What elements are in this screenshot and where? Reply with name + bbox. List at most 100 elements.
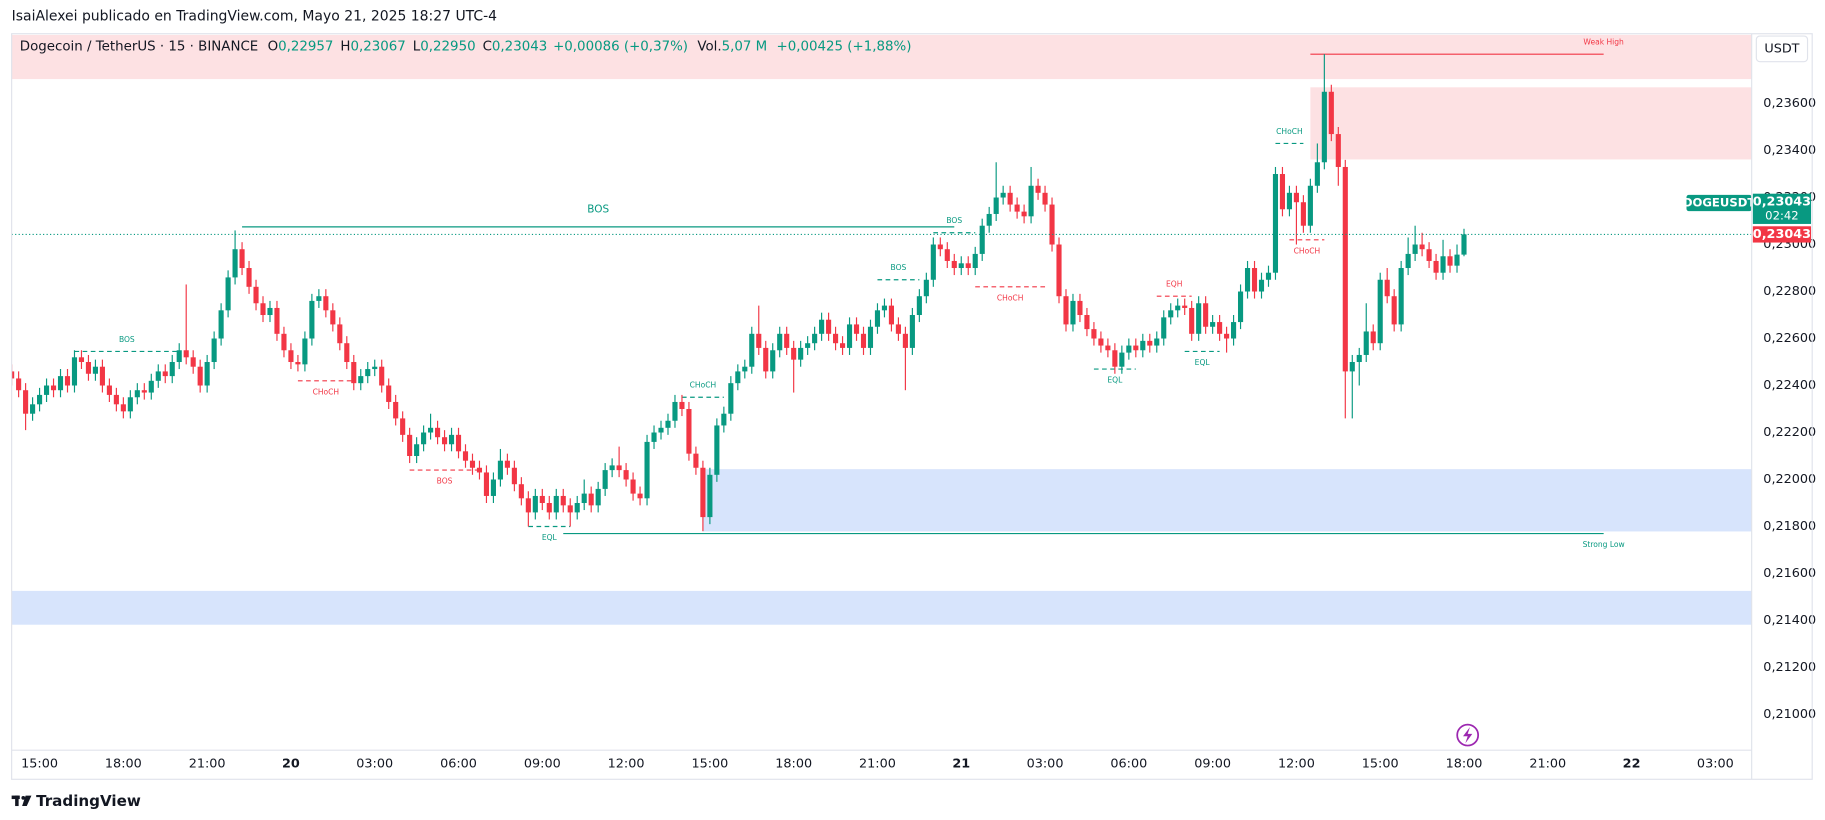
candle-body <box>637 493 643 499</box>
candle-body <box>874 310 881 327</box>
candle-body <box>1440 256 1446 273</box>
candle-body <box>1433 260 1439 273</box>
candle-body <box>1147 340 1153 346</box>
x-tick-label: 20 <box>282 757 300 772</box>
structure-label: Strong Low <box>1583 540 1625 549</box>
candle-body <box>386 385 392 402</box>
candle-body <box>379 366 385 386</box>
structure-label: BOS <box>119 335 135 344</box>
candle-body <box>274 307 280 334</box>
candle-body <box>902 333 908 348</box>
candle-body <box>679 401 685 410</box>
candle-body <box>1049 204 1055 245</box>
candle-body <box>1412 244 1418 254</box>
candle-body <box>756 333 762 348</box>
candle-body <box>64 376 71 386</box>
ohlc-key: L <box>413 40 421 55</box>
candle-body <box>344 343 350 363</box>
y-tick-label: 0,22200 <box>1763 425 1816 440</box>
candle-body <box>218 310 224 339</box>
candle-body <box>1056 244 1062 297</box>
candle-body <box>798 347 804 360</box>
y-tick-label: 0,22600 <box>1763 331 1816 346</box>
candle-body <box>239 249 245 269</box>
candle-body <box>1370 331 1376 344</box>
candle-body <box>1042 192 1048 205</box>
candle-body <box>337 324 343 344</box>
brand: TradingView <box>36 792 141 810</box>
x-tick-label: 18:00 <box>105 757 142 772</box>
candle-body <box>623 470 629 480</box>
candle-body <box>707 474 713 518</box>
candle-body <box>881 305 888 311</box>
candle-body <box>476 467 483 473</box>
candle-body <box>260 303 266 316</box>
candle-body <box>895 324 901 334</box>
candle-body <box>113 394 119 405</box>
structure-label: BOS <box>946 216 962 225</box>
candle-body <box>428 427 434 433</box>
candle-body <box>1035 185 1041 193</box>
ohlc-value: 0,22950 <box>420 40 475 55</box>
legend: Dogecoin / TetherUS · 15 · BINANCE O0,229… <box>20 40 912 55</box>
candle-body <box>819 319 825 334</box>
candle-body <box>1077 300 1083 316</box>
x-tick-label: 21:00 <box>859 757 896 772</box>
candle-body <box>539 495 545 504</box>
candle-body <box>351 362 357 384</box>
y-tick-label: 0,21000 <box>1763 707 1816 722</box>
y-tick-label: 0,23600 <box>1763 96 1816 111</box>
candle-body <box>721 413 727 426</box>
candle-body <box>867 326 874 348</box>
candle-body <box>448 434 455 445</box>
candle-body <box>665 420 671 428</box>
x-tick-label: 21:00 <box>1529 757 1566 772</box>
candle-body <box>1182 305 1188 308</box>
ohlc-value: 0,23067 <box>350 40 405 55</box>
candle-body <box>1237 291 1244 323</box>
candle-body <box>1454 254 1460 266</box>
currency[interactable]: USDT <box>1764 41 1799 56</box>
candle-body <box>16 378 22 391</box>
symbol: Dogecoin / TetherUS · 15 · BINANCE <box>20 40 258 55</box>
candle-body <box>658 427 664 433</box>
candle-body <box>400 418 406 435</box>
candle-body <box>99 366 105 386</box>
candle-body <box>23 390 29 414</box>
candle-body <box>1091 329 1097 339</box>
candle-body <box>1203 303 1209 327</box>
candle-body <box>546 503 552 513</box>
candle-body <box>37 394 43 405</box>
candle-body <box>609 465 615 471</box>
candle-body <box>749 333 755 367</box>
candle-body <box>1126 345 1132 353</box>
structure-label: EQL <box>1107 376 1123 385</box>
candle-body <box>763 347 769 372</box>
candle-body <box>777 333 783 351</box>
candle-body <box>1258 279 1265 292</box>
candle-body <box>372 366 378 370</box>
x-tick-label: 22 <box>1623 757 1641 772</box>
candle-body <box>1063 296 1069 325</box>
candle-body <box>853 324 860 334</box>
candle-body <box>839 343 846 348</box>
candle-body <box>728 383 734 414</box>
candle-body <box>1286 192 1292 210</box>
candle-body <box>78 357 85 363</box>
candle-body <box>672 401 678 421</box>
candle-body <box>644 441 650 499</box>
candle-body <box>1224 333 1230 339</box>
candle-body <box>1300 202 1306 226</box>
candle-body <box>183 350 189 358</box>
currency-button[interactable] <box>1755 35 1809 63</box>
y-tick-label: 0,22000 <box>1763 472 1816 487</box>
candle-body <box>1168 310 1174 318</box>
alert-bolt <box>1463 726 1473 744</box>
candle-body <box>1140 340 1146 351</box>
candle-body <box>483 472 490 496</box>
axes: 0,21000 0,21200 0,21400 0,21600 0,21800 0,220… <box>11 96 1816 772</box>
candle-body <box>288 350 294 363</box>
candle-body <box>225 277 231 311</box>
candle-body <box>1014 204 1020 212</box>
candle-body <box>190 357 196 367</box>
